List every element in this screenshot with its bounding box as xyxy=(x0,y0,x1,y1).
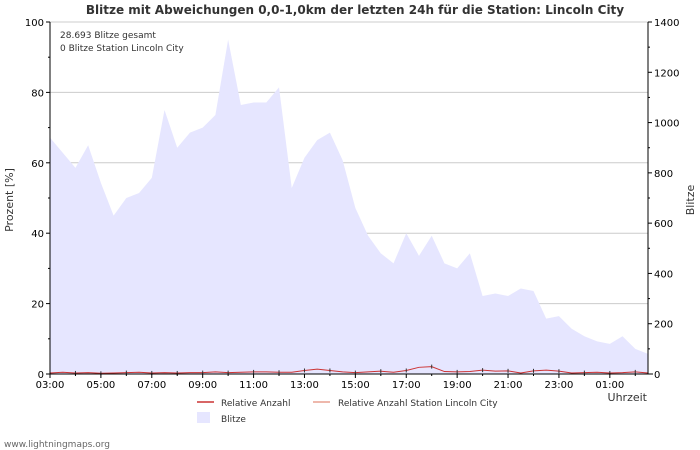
y-right-tick-label: 1200 xyxy=(654,68,679,79)
y-left-tick-label: 80 xyxy=(31,88,44,99)
y-left-tick-label: 100 xyxy=(25,18,44,29)
footer-credit: www.lightningmaps.org xyxy=(4,440,110,450)
x-tick-label: 23:00 xyxy=(545,380,574,391)
x-tick-label: 05:00 xyxy=(86,380,115,391)
legend-label-relative-anzahl: Relative Anzahl xyxy=(221,399,290,409)
x-tick-label: 17:00 xyxy=(392,380,421,391)
right-axis-ticks: 0 200 400 600 800 1000 1200 1400 xyxy=(648,18,679,381)
series-area-blitze xyxy=(50,39,648,374)
y-left-tick-label: 20 xyxy=(31,300,44,311)
x-tick-label: 07:00 xyxy=(137,380,166,391)
legend: Relative Anzahl Relative Anzahl Station … xyxy=(197,399,498,425)
x-axis-label: Uhrzeit xyxy=(608,391,648,404)
x-tick-label: 21:00 xyxy=(494,380,523,391)
legend-swatch-blitze xyxy=(197,412,210,423)
chart-title: Blitze mit Abweichungen 0,0-1,0km der le… xyxy=(86,3,624,17)
y-axis-right-label: Blitze xyxy=(684,185,697,216)
y-axis-left-label: Prozent [%] xyxy=(3,168,16,232)
y-right-tick-label: 1000 xyxy=(654,119,679,130)
series-line-relative-anzahl xyxy=(49,366,649,374)
y-right-tick-label: 800 xyxy=(654,169,673,180)
x-tick-label: 09:00 xyxy=(188,380,217,391)
annotation-station: 0 Blitze Station Lincoln City xyxy=(60,44,184,54)
x-tick-label: 11:00 xyxy=(239,380,268,391)
x-tick-label: 01:00 xyxy=(595,380,624,391)
x-tick-label: 15:00 xyxy=(341,380,370,391)
annotation-total: 28.693 Blitze gesamt xyxy=(60,31,156,41)
legend-label-relative-anzahl-station: Relative Anzahl Station Lincoln City xyxy=(338,399,498,409)
y-right-tick-label: 400 xyxy=(654,269,673,280)
x-tick-label: 13:00 xyxy=(290,380,319,391)
y-right-tick-label: 200 xyxy=(654,320,673,331)
y-right-tick-label: 0 xyxy=(654,370,660,381)
x-tick-label: 19:00 xyxy=(443,380,472,391)
x-axis-ticks: 03:00 05:00 07:00 09:00 11:00 13:00 15:00 17:00… xyxy=(36,374,636,391)
y-left-tick-label: 40 xyxy=(31,229,44,240)
y-right-tick-label: 600 xyxy=(654,219,673,230)
legend-label-blitze: Blitze xyxy=(221,415,246,425)
y-left-tick-label: 0 xyxy=(38,370,44,381)
left-axis-ticks: 0 20 40 60 80 100 xyxy=(25,18,50,381)
x-tick-label: 03:00 xyxy=(36,380,65,391)
y-left-tick-label: 60 xyxy=(31,159,44,170)
y-right-tick-label: 1400 xyxy=(654,18,679,29)
